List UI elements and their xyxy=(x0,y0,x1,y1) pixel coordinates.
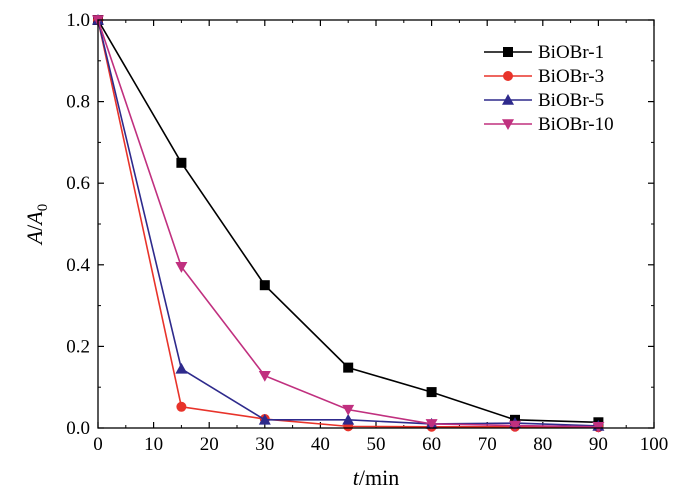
x-axis-label: t/min xyxy=(353,465,399,490)
legend-label-biobr-1: BiOBr-1 xyxy=(538,42,604,63)
y-tick-label: 1.0 xyxy=(66,10,90,31)
plot-frame xyxy=(97,19,655,429)
x-tick-label: 10 xyxy=(144,434,163,455)
y-tick-label: 0.2 xyxy=(66,336,90,357)
legend-item-biobr-10: BiOBr-10 xyxy=(484,114,614,135)
x-tick-label: 100 xyxy=(640,434,669,455)
x-tick-label: 40 xyxy=(311,434,330,455)
legend-label-biobr-10: BiOBr-10 xyxy=(538,114,614,135)
x-tick-label: 50 xyxy=(367,434,386,455)
x-tick-label: 60 xyxy=(422,434,441,455)
x-tick-label: 70 xyxy=(478,434,497,455)
data-point-biobr-1 xyxy=(176,157,187,168)
tick-layer: 0 10 20 30 40 50 60 70 80 90 100 0.0 0.2 0.4 0.6 0.8 1.0 xyxy=(66,10,668,455)
legend-marker-biobr-5 xyxy=(502,94,514,105)
data-point-biobr-5 xyxy=(258,413,271,425)
series-biobr-10 xyxy=(92,15,605,433)
series-layer xyxy=(92,14,605,433)
legend-item-biobr-1: BiOBr-1 xyxy=(484,42,604,63)
data-point-biobr-3 xyxy=(176,401,187,412)
legend-marker-biobr-10 xyxy=(502,119,514,130)
legend: BiOBr-1 BiOBr-3 BiOBr-5 BiOBr-10 xyxy=(484,42,614,135)
data-point-biobr-1 xyxy=(426,387,437,398)
data-point-biobr-10 xyxy=(425,419,438,430)
x-tick-label: 30 xyxy=(255,434,274,455)
series-biobr-1 xyxy=(93,15,604,428)
legend-item-biobr-3: BiOBr-3 xyxy=(484,66,604,87)
y-tick-label: 0.0 xyxy=(66,418,90,439)
y-tick-label: 0.4 xyxy=(66,255,90,276)
y-tick-label: 0.8 xyxy=(66,92,90,113)
data-point-biobr-1 xyxy=(259,280,270,291)
data-point-biobr-10 xyxy=(258,370,271,382)
legend-marker-biobr-3 xyxy=(503,71,513,81)
legend-marker-biobr-1 xyxy=(503,47,513,57)
data-point-biobr-10 xyxy=(509,420,521,432)
data-point-biobr-5 xyxy=(175,362,188,374)
x-tick-label: 90 xyxy=(589,434,608,455)
data-point-biobr-10 xyxy=(175,262,188,273)
x-tick-label: 20 xyxy=(200,434,219,455)
data-point-biobr-1 xyxy=(343,362,354,373)
y-axis-label: A/A0 xyxy=(22,204,51,247)
x-tick-label: 80 xyxy=(533,434,552,455)
series-line-biobr-1 xyxy=(97,19,599,424)
legend-item-biobr-5: BiOBr-5 xyxy=(484,90,604,111)
data-point-biobr-10 xyxy=(342,404,355,416)
x-tick-label: 0 xyxy=(93,434,103,455)
legend-label-biobr-5: BiOBr-5 xyxy=(538,90,604,111)
data-point-biobr-5 xyxy=(342,413,355,425)
legend-label-biobr-3: BiOBr-3 xyxy=(538,66,604,87)
y-tick-label: 0.6 xyxy=(66,173,90,194)
